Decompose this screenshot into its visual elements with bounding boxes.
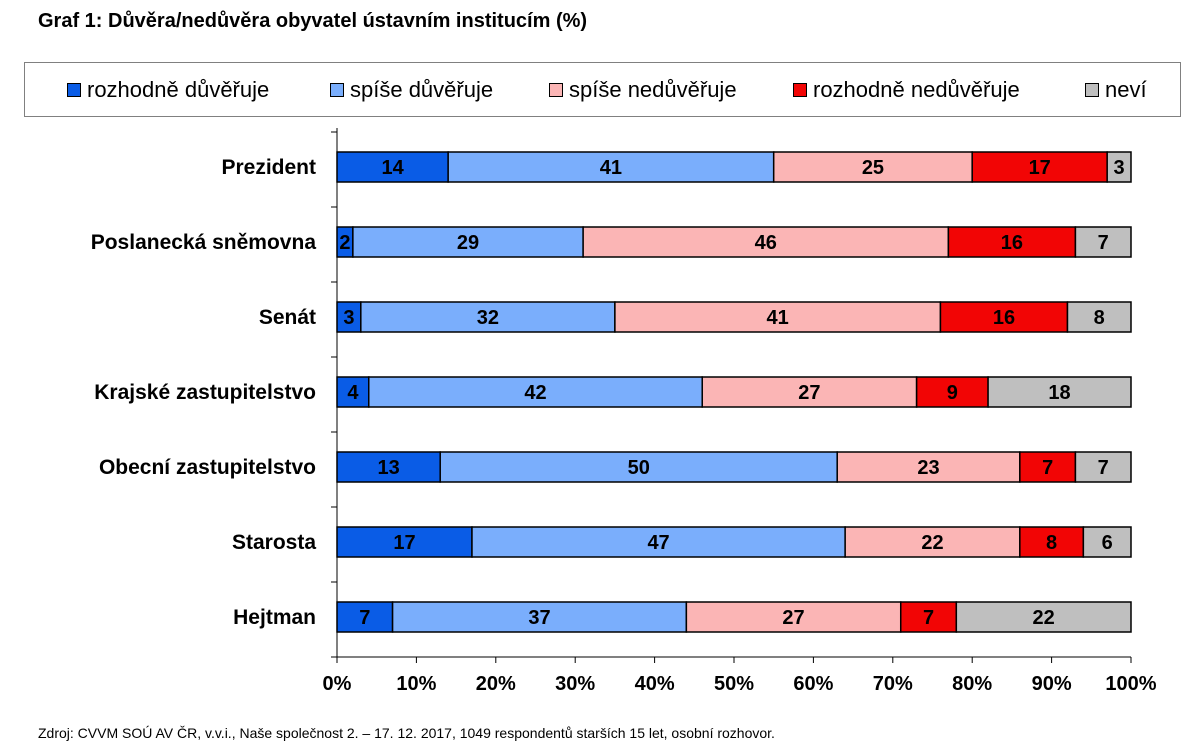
legend-item-rozhodne-neduveruje: rozhodně nedůvěřuje [793, 77, 1020, 102]
bar-segment [1106, 151, 1132, 183]
data-label: 23 [917, 457, 939, 479]
legend-swatch [549, 83, 563, 97]
data-label: 7 [1098, 232, 1109, 254]
data-label: 8 [1094, 307, 1105, 329]
data-label: 27 [798, 382, 820, 404]
legend-swatch [793, 83, 807, 97]
legend-label: spíše nedůvěřuje [569, 77, 737, 102]
data-label: 16 [1001, 232, 1023, 254]
data-label: 41 [767, 307, 789, 329]
bar-segment [471, 526, 846, 558]
bar-segment [1066, 301, 1132, 333]
legend-swatch [330, 83, 344, 97]
data-label: 22 [1033, 607, 1055, 629]
x-tick-label: 20% [476, 673, 516, 695]
data-label: 42 [524, 382, 546, 404]
bar-segment [336, 526, 473, 558]
x-tick-label: 0% [323, 673, 352, 695]
data-label: 22 [921, 532, 943, 554]
bar-segment [955, 601, 1132, 633]
bar-segment [1082, 526, 1132, 558]
data-label: 3 [343, 307, 354, 329]
bar-segment [987, 376, 1132, 408]
legend-item-spise-neduveruje: spíše nedůvěřuje [549, 77, 737, 102]
data-label: 7 [1098, 457, 1109, 479]
data-label: 17 [393, 532, 415, 554]
data-label: 6 [1102, 532, 1113, 554]
legend-label: rozhodně důvěřuje [87, 77, 270, 102]
bar-segment [336, 451, 441, 483]
category-label: Senát [259, 306, 316, 329]
bar-segment [1019, 451, 1077, 483]
legend-item-spise-duveruje: spíše důvěřuje [330, 77, 494, 102]
data-label: 14 [381, 157, 404, 179]
x-tick-label: 100% [1105, 673, 1156, 695]
data-label: 9 [947, 382, 958, 404]
data-label: 47 [647, 532, 669, 554]
legend-label: rozhodně nedůvěřuje [813, 77, 1020, 102]
bar-segment [360, 301, 616, 333]
x-tick-label: 60% [793, 673, 833, 695]
bar-segment [701, 376, 918, 408]
bar-segment [1074, 226, 1132, 258]
bar-segment [1074, 451, 1132, 483]
legend-swatch [67, 83, 81, 97]
bar-segment [971, 151, 1108, 183]
category-label: Prezident [221, 156, 316, 179]
x-tick-label: 40% [635, 673, 675, 695]
x-tick-label: 90% [1032, 673, 1072, 695]
bar-segment [685, 601, 902, 633]
legend-swatch [1085, 83, 1099, 97]
data-label: 25 [862, 157, 884, 179]
data-label: 7 [923, 607, 934, 629]
data-label: 18 [1048, 382, 1070, 404]
x-tick-label: 80% [952, 673, 992, 695]
x-tick-label: 70% [873, 673, 913, 695]
source-note: Zdroj: CVVM SOÚ AV ČR, v.v.i., Naše spol… [38, 725, 775, 741]
legend-label: spíše důvěřuje [350, 77, 494, 102]
data-label: 50 [628, 457, 650, 479]
bar-segment [352, 226, 584, 258]
bar-segment [439, 451, 838, 483]
bar-segment [391, 601, 688, 633]
category-label: Krajské zastupitelstvo [94, 381, 316, 404]
category-label: Starosta [232, 531, 316, 554]
bar-segment [447, 151, 775, 183]
data-label: 37 [528, 607, 550, 629]
chart-title: Graf 1: Důvěra/nedůvěra obyvatel ústavní… [38, 10, 588, 32]
data-label: 2 [339, 232, 350, 254]
category-label: Poslanecká sněmovna [91, 231, 317, 254]
data-label: 7 [359, 607, 370, 629]
bar-segment [368, 376, 703, 408]
data-label: 7 [1042, 457, 1053, 479]
bar-segment [844, 526, 1021, 558]
bar-segment [836, 451, 1021, 483]
category-label: Obecní zastupitelstvo [99, 456, 316, 479]
data-label: 8 [1046, 532, 1057, 554]
bar-segment [614, 301, 942, 333]
data-label: 4 [347, 382, 359, 404]
data-label: 16 [993, 307, 1015, 329]
data-label: 29 [457, 232, 479, 254]
x-tick-label: 50% [714, 673, 754, 695]
bar-segment [1019, 526, 1085, 558]
data-label: 3 [1114, 157, 1125, 179]
bar-segment [336, 151, 449, 183]
legend-label: neví [1105, 77, 1147, 102]
legend-item-nevi: neví [1085, 77, 1147, 102]
chart-legend: rozhodně důvěřuje spíše důvěřuje spíše n… [24, 62, 1181, 117]
category-label: Hejtman [233, 606, 316, 629]
x-tick-label: 30% [555, 673, 595, 695]
bar-segment [582, 226, 950, 258]
data-label: 32 [477, 307, 499, 329]
legend-item-rozhodne-duveruje: rozhodně důvěřuje [67, 77, 270, 102]
data-label: 17 [1029, 157, 1051, 179]
data-label: 41 [600, 157, 622, 179]
x-tick-label: 10% [396, 673, 436, 695]
data-label: 13 [377, 457, 399, 479]
data-label: 46 [755, 232, 777, 254]
bar-segment [772, 151, 973, 183]
data-label: 27 [782, 607, 804, 629]
